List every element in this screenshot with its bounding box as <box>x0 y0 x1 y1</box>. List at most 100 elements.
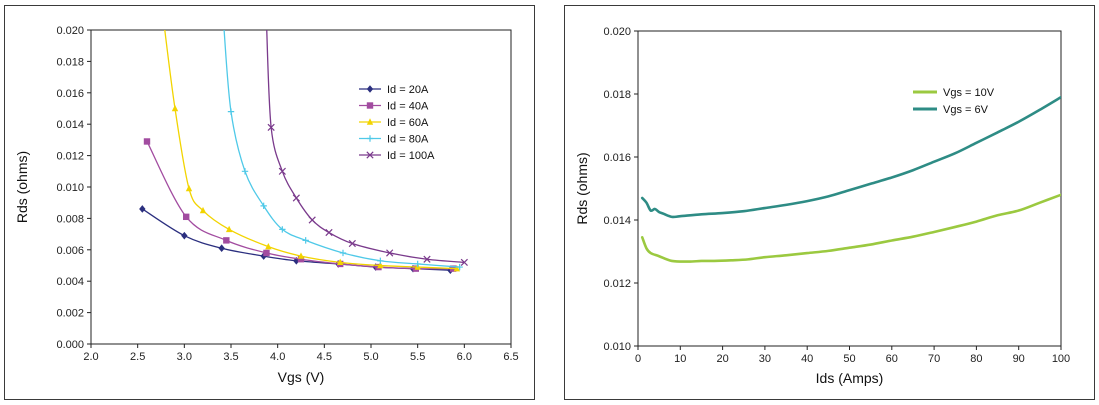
left-point-id-60a <box>185 184 193 192</box>
left-point-id-80a <box>302 237 309 244</box>
right-y-tick-label: 0.020 <box>603 26 631 38</box>
left-x-tick-label: 6.5 <box>503 351 518 363</box>
left-x-tick-label: 3.0 <box>177 351 192 363</box>
left-y-tick-label: 0.020 <box>56 25 84 37</box>
right-y-tick-label: 0.018 <box>603 89 631 101</box>
left-point-id-60a <box>453 264 461 272</box>
chart-panel-right: 0 10 20 30 40 50 60 70 80 90 100 0.010 0.012 0.014 0.0… <box>564 5 1095 400</box>
right-x-axis-label: Ids (Amps) <box>816 370 884 386</box>
left-point-id-80a <box>260 202 267 210</box>
left-x-tick-label: 6.0 <box>457 351 472 363</box>
left-point-id-40a <box>183 213 190 221</box>
left-point-id-60a <box>199 206 207 214</box>
left-y-tick-label: 0.010 <box>56 182 84 194</box>
left-legend-label-id-100a: Id = 100A <box>387 150 435 162</box>
right-x-tick-label: 80 <box>970 353 982 365</box>
right-plot-frame <box>637 30 1062 347</box>
left-y-tick-label: 0.014 <box>56 119 84 131</box>
left-point-id-100a <box>325 228 333 237</box>
left-point-id-80a <box>339 249 347 257</box>
left-point-id-100a <box>267 123 275 131</box>
right-series-line-vgs-6v <box>640 95 1061 219</box>
left-point-id-40a <box>263 249 270 257</box>
rds-vs-ids-chart: 0 10 20 30 40 50 60 70 80 90 100 0.010 0.012 0.014 0.0… <box>574 26 1070 386</box>
left-legend-marker-id-20a <box>366 85 374 93</box>
left-point-id-100a <box>278 167 286 175</box>
left-series-line-id-60a <box>164 30 458 270</box>
left-point-id-100a <box>423 255 431 263</box>
left-point-id-60a <box>377 261 384 269</box>
left-x-tick-label: 2.5 <box>130 351 145 363</box>
right-x-tick-label: 20 <box>716 353 728 365</box>
left-legend-marker-id-40a <box>366 102 374 109</box>
left-point-id-100a <box>292 194 300 202</box>
right-x-tick-label: 100 <box>1052 353 1070 365</box>
left-y-tick-label: 0.000 <box>56 339 84 351</box>
left-point-id-100a <box>386 249 394 257</box>
left-point-id-80a <box>377 257 384 264</box>
right-x-tick-label: 30 <box>759 353 771 365</box>
left-legend-marker-id-80a <box>366 135 374 142</box>
left-point-id-80a <box>414 260 421 268</box>
left-y-tick-label: 0.004 <box>56 276 84 288</box>
right-x-tick-label: 50 <box>843 353 855 365</box>
left-point-id-60a <box>225 225 233 233</box>
right-x-tick-label: 90 <box>1013 353 1025 365</box>
left-point-id-80a <box>241 168 249 175</box>
left-point-id-40a <box>143 138 151 145</box>
left-point-id-40a <box>297 256 305 263</box>
right-legend-label-vgs-10v: Vgs = 10V <box>943 87 995 99</box>
left-point-id-60a <box>337 258 344 266</box>
left-point-id-100a <box>348 239 356 248</box>
left-point-id-20a <box>181 231 188 240</box>
left-y-tick-label: 0.006 <box>56 245 84 257</box>
left-point-id-40a <box>223 237 230 244</box>
left-point-id-20a <box>218 244 225 253</box>
right-x-tick-label: 10 <box>674 353 686 365</box>
left-point-id-100a <box>460 258 468 266</box>
left-legend-label-id-20a: Id = 20A <box>387 84 429 96</box>
left-x-axis-label: Vgs (V) <box>278 369 325 385</box>
left-plot-frame <box>90 29 512 345</box>
left-point-id-80a <box>456 263 463 271</box>
left-point-id-80a <box>227 108 235 115</box>
right-y-axis-label: Rds (ohms) <box>574 152 590 224</box>
right-y-tick-label: 0.010 <box>603 341 631 353</box>
left-legend-label-id-40a: Id = 40A <box>387 101 429 113</box>
left-x-tick-label: 5.5 <box>410 351 425 363</box>
left-legend-marker-id-60a <box>366 118 374 125</box>
left-legend-label-id-60a: Id = 60A <box>387 117 429 129</box>
right-y-tick-label: 0.012 <box>603 278 631 290</box>
left-x-tick-label: 5.0 <box>363 351 378 363</box>
right-x-tick-label: 40 <box>801 353 813 365</box>
right-series-line-vgs-10v <box>640 193 1061 263</box>
right-x-tick-label: 0 <box>635 353 641 365</box>
left-y-tick-label: 0.018 <box>56 56 84 68</box>
right-legend-label-vgs-6v: Vgs = 6V <box>943 104 989 116</box>
left-x-tick-label: 2.0 <box>83 351 98 363</box>
left-point-id-80a <box>279 226 286 233</box>
left-x-tick-label: 4.0 <box>270 351 285 363</box>
left-series-line-id-100a <box>266 30 465 264</box>
right-y-tick-label: 0.014 <box>603 215 631 227</box>
left-y-tick-label: 0.008 <box>56 213 84 225</box>
left-x-tick-label: 3.5 <box>223 351 238 363</box>
rds-vs-vgs-chart: 2.0 2.5 3.0 3.5 4.0 4.5 5.0 5.5 6.0 6.5 0.000 0.002… <box>14 25 519 385</box>
left-y-axis-label: Rds (ohms) <box>14 151 30 223</box>
right-y-tick-label: 0.016 <box>603 152 631 164</box>
left-plot-area <box>139 30 468 275</box>
left-y-tick-label: 0.016 <box>56 88 84 100</box>
left-legend: Id = 20A Id = 40A Id = 60A Id = 80A Id = 100… <box>359 84 435 162</box>
left-series-line-id-80a <box>223 30 461 268</box>
left-y-tick-label: 0.012 <box>56 151 84 163</box>
chart-panel-left: 2.0 2.5 3.0 3.5 4.0 4.5 5.0 5.5 6.0 6.5 0.000 0.002… <box>4 5 535 400</box>
left-y-tick-label: 0.002 <box>56 308 84 320</box>
left-point-id-100a <box>308 216 316 224</box>
left-point-id-60a <box>171 104 179 112</box>
left-point-id-20a <box>139 205 146 213</box>
right-x-tick-label: 70 <box>928 353 940 365</box>
left-point-id-60a <box>297 252 305 259</box>
left-legend-marker-id-100a <box>366 151 374 159</box>
left-legend-label-id-80a: Id = 80A <box>387 134 429 146</box>
right-legend: Vgs = 10V Vgs = 6V <box>913 87 995 116</box>
